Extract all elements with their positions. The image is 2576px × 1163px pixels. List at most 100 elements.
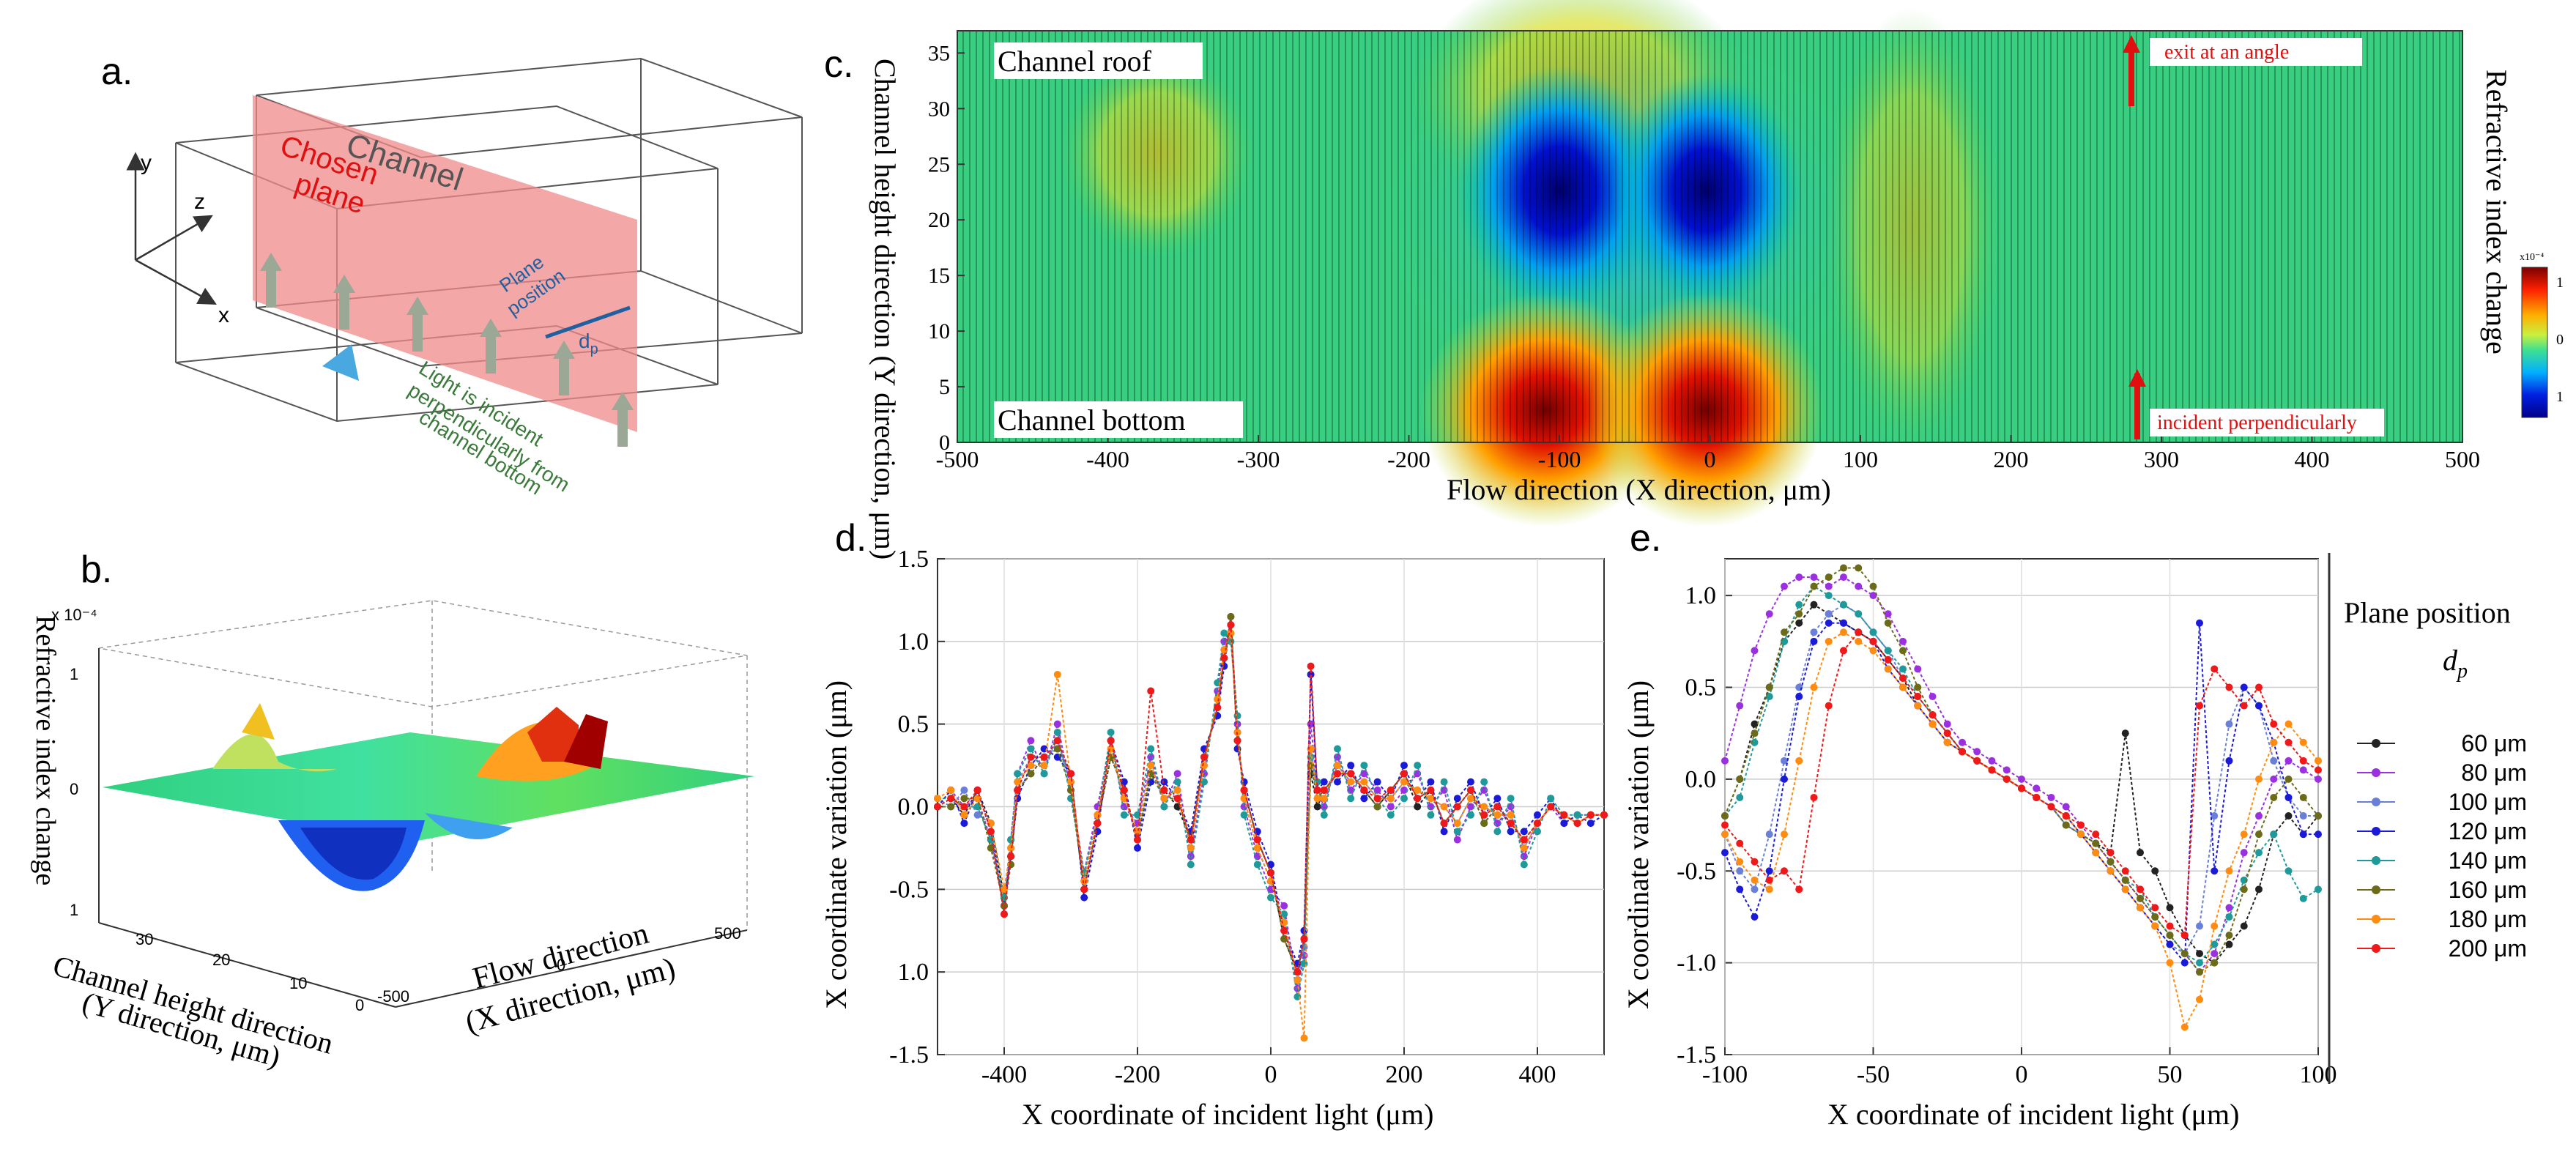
data-point <box>1360 778 1368 786</box>
data-point <box>1810 683 1818 691</box>
data-point <box>1120 786 1128 794</box>
ytick-label: -1.5 <box>1677 1041 1716 1069</box>
panel-a: a. Channel Chosen plane y z x <box>101 51 803 499</box>
data-point <box>2047 803 2055 811</box>
data-point <box>1840 601 1847 609</box>
panel-a-label: a. <box>101 51 133 93</box>
data-point <box>1280 902 1288 910</box>
data-point <box>1855 610 1863 618</box>
data-point <box>1467 811 1474 819</box>
data-point <box>1899 647 1907 655</box>
data-point <box>2284 793 2293 801</box>
data-point <box>960 803 968 811</box>
surface-peak-right-top <box>564 714 608 769</box>
data-point <box>2196 959 2203 967</box>
data-point <box>1253 836 1261 844</box>
c-xtick-label: -200 <box>1387 446 1430 472</box>
data-point <box>2211 812 2219 820</box>
legend-item: 140 μm <box>2357 847 2527 874</box>
data-point <box>1765 876 1773 884</box>
data-point <box>1440 803 1448 811</box>
data-point <box>1781 775 1788 783</box>
data-point <box>2151 922 2159 930</box>
data-point <box>2077 831 2085 839</box>
data-point <box>2240 922 2248 930</box>
d-ylabel: X coordinate variation (μm) <box>820 680 853 1009</box>
bottom-label: Channel bottom <box>998 404 1186 436</box>
data-point <box>1751 720 1759 728</box>
data-point <box>2121 876 2129 884</box>
data-point <box>1840 628 1847 636</box>
data-point <box>1493 828 1502 836</box>
data-point <box>1520 861 1528 869</box>
axis-triad <box>126 152 217 305</box>
data-point <box>1307 662 1315 670</box>
data-point <box>1973 757 1981 765</box>
data-point <box>1467 795 1474 803</box>
data-point <box>1267 869 1274 877</box>
data-point <box>2270 757 2278 765</box>
data-point <box>1387 811 1395 819</box>
data-point <box>2284 812 2293 820</box>
c-ytick-label: 15 <box>928 264 950 288</box>
data-point <box>987 844 995 852</box>
legend-swatch-marker <box>2372 885 2380 894</box>
data-point <box>1313 786 1321 794</box>
data-point <box>1334 778 1341 786</box>
data-point <box>1959 748 1966 756</box>
data-point <box>1014 778 1022 786</box>
data-point <box>1147 745 1155 753</box>
data-point <box>1884 665 1892 673</box>
data-point <box>1825 619 1833 627</box>
data-point <box>1520 828 1528 836</box>
data-point <box>1855 637 1863 645</box>
data-point <box>1751 858 1759 866</box>
data-point <box>1520 836 1528 844</box>
data-point <box>2107 858 2115 866</box>
dp-arrow <box>545 305 631 339</box>
data-point <box>1014 786 1022 794</box>
ytick-label: 0.0 <box>1685 766 1717 793</box>
data-point <box>2107 849 2115 857</box>
data-point <box>2315 831 2322 839</box>
colorbar-title: Refractive index change <box>2480 70 2513 354</box>
data-point <box>2315 775 2322 783</box>
b-ytick: 30 <box>136 930 153 948</box>
data-point <box>1884 610 1892 618</box>
b-xtick: 0 <box>557 956 565 974</box>
data-point <box>2033 793 2041 801</box>
data-point <box>960 795 968 803</box>
data-point <box>1373 795 1381 803</box>
data-point <box>2225 757 2233 765</box>
data-point <box>2225 720 2233 728</box>
c-xtick-label: -500 <box>936 446 979 472</box>
data-point <box>1943 738 1951 746</box>
data-point <box>1810 793 1818 801</box>
c-xtick-label: 200 <box>1994 446 2029 472</box>
data-point <box>1721 831 1729 839</box>
data-point <box>1736 702 1744 710</box>
data-point <box>1534 811 1541 819</box>
data-point <box>1427 795 1435 803</box>
data-point <box>947 803 955 811</box>
data-point <box>1825 582 1833 590</box>
legend-item: 200 μm <box>2357 935 2527 962</box>
data-point <box>2002 775 2011 783</box>
data-point <box>1300 935 1308 943</box>
c-ytick-label: 25 <box>928 152 950 177</box>
panel-b-label: b. <box>81 549 112 591</box>
data-point <box>1200 753 1208 761</box>
data-point <box>1825 592 1833 600</box>
legend-item: 180 μm <box>2357 906 2527 932</box>
data-point <box>1884 655 1892 664</box>
data-point <box>1027 753 1035 761</box>
data-point <box>1160 786 1168 794</box>
data-point <box>1453 820 1461 828</box>
data-point <box>2255 885 2263 893</box>
data-point <box>1227 612 1235 620</box>
c-ytick-label: 10 <box>928 319 950 343</box>
colorbar-tick: 1 <box>2556 389 2564 405</box>
data-point <box>1781 582 1788 590</box>
ytick-label: 0.0 <box>898 794 929 821</box>
